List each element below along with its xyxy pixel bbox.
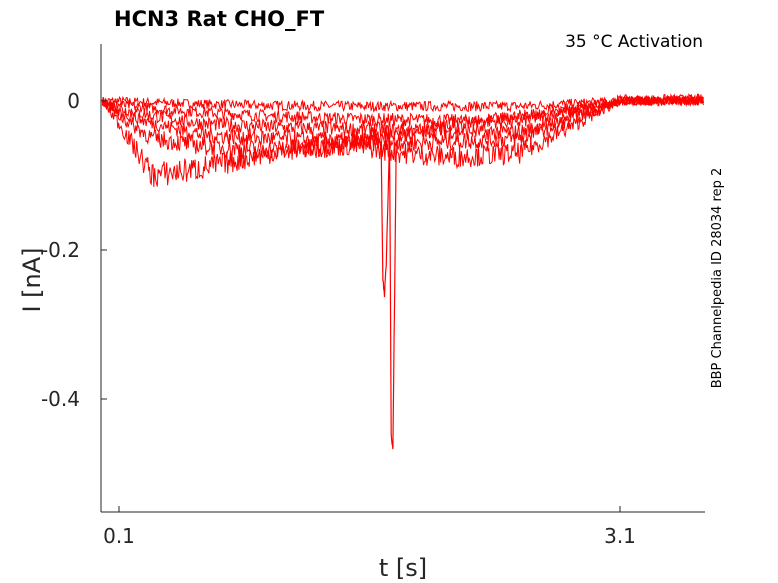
x-ticks: 0.1 3.1 (103, 506, 636, 548)
y-tick-label: -0.2 (41, 238, 80, 262)
plot-area (101, 93, 704, 450)
y-ticks: 0 -0.2 -0.4 (41, 89, 107, 411)
y-tick-label: 0 (67, 89, 80, 113)
trace-line-5 (101, 95, 704, 170)
chart-title: HCN3 Rat CHO_FT (114, 7, 325, 31)
x-tick-label: 3.1 (604, 524, 636, 548)
side-label: BBP Channelpedia ID 28034 rep 2 (710, 168, 725, 389)
y-axis-label: I [nA] (18, 247, 46, 312)
chart-annotation: 35 °C Activation (565, 32, 703, 52)
trace-line-6 (101, 95, 704, 188)
trace-line-7 (368, 121, 404, 450)
x-axis-label: t [s] (379, 554, 427, 582)
y-tick-label: -0.4 (41, 387, 80, 411)
x-tick-label: 0.1 (103, 524, 135, 548)
trace-line-2 (101, 93, 704, 129)
